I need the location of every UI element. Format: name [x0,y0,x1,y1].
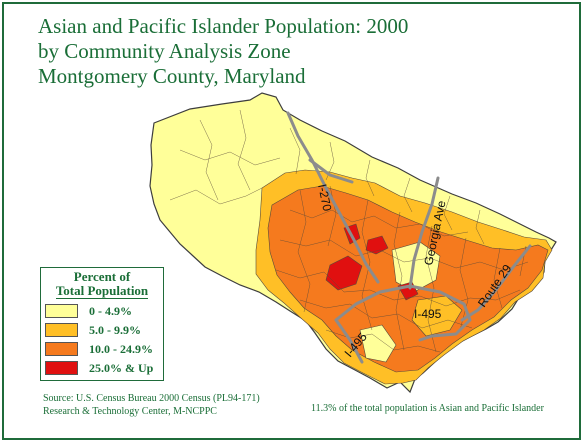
legend-title-line-1: Percent of [73,269,131,284]
legend-title: Percent of Total Population [41,268,163,299]
legend-swatch [45,304,78,318]
route-29-road [460,244,532,322]
legend-swatch [45,342,78,356]
legend-swatch [45,361,78,375]
legend-label: 5.0 - 9.9% [89,323,141,337]
i270-road [286,111,380,284]
title-line-1: Asian and Pacific Islander Population: 2… [38,14,409,38]
legend-item: 5.0 - 9.9% [45,322,161,338]
legend-label: 10.0 - 24.9% [89,342,153,356]
population-note: 11.3% of the total population is Asian a… [311,403,544,414]
i495-label-east: I-495 [414,307,442,321]
legend-label: 0 - 4.9% [89,304,132,318]
connector-road [308,158,354,184]
zone-pocket-low-3 [359,324,397,363]
source-line-2: Research & Technology Center, M-NCPPC [43,406,217,417]
zone-high-1 [325,255,363,291]
legend-title-line-2: Total Population [55,283,149,299]
title-line-3: Montgomery County, Maryland [38,64,306,88]
i495-west-road [334,318,364,364]
title-line-2: by Community Analysis Zone [38,39,291,63]
georgia-ave-road [408,176,440,290]
zone-boundaries [169,109,529,353]
legend-swatch [45,323,78,337]
i270-label: I-270 [315,183,334,213]
legend-item: 25.0% & Up [45,360,161,376]
source-line-1: Source: U.S. Census Bureau 2000 Census (… [43,393,260,404]
legend-item: 0 - 4.9% [45,303,161,319]
i495-beltway [334,284,472,342]
map-legend: Percent of Total Population 0 - 4.9% 5.0… [40,267,164,381]
highway-network [286,111,532,364]
source-credit: Source: U.S. Census Bureau 2000 Census (… [43,392,260,418]
legend-item: 10.0 - 24.9% [45,341,161,357]
legend-label: 25.0% & Up [89,361,154,375]
map-title: Asian and Pacific Islander Population: 2… [38,14,408,89]
